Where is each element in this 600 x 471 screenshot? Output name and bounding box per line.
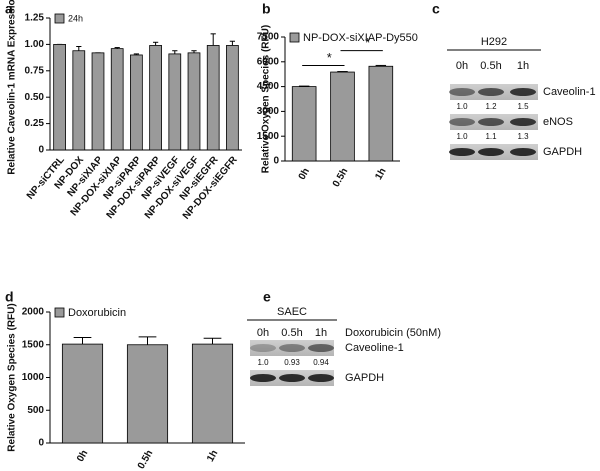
significance-label: * (365, 35, 370, 50)
blot-band (250, 344, 276, 352)
y-tick-label: 0 (38, 145, 44, 156)
bar (330, 71, 355, 162)
blot-band (279, 344, 305, 352)
legend-label: Doxorubicin (68, 307, 126, 319)
lane-label: 1h (517, 60, 529, 72)
panel-label: e (263, 289, 271, 305)
blot-band (478, 88, 504, 96)
quantification: 1.0 (456, 102, 468, 111)
panel-label: c (432, 1, 440, 17)
blot-band (279, 374, 305, 382)
quantification: 1.5 (517, 102, 529, 111)
bar (91, 52, 105, 151)
bar (187, 52, 201, 151)
bar (368, 65, 394, 162)
y-tick-label: 4500 (257, 81, 280, 92)
quantification: 0.94 (313, 358, 329, 367)
blot-band (449, 148, 475, 156)
bar (110, 48, 124, 151)
blot-band (250, 374, 276, 382)
bar (291, 86, 317, 162)
quantification: 1.3 (517, 132, 529, 141)
legend-swatch (54, 307, 65, 318)
x-tick-label: 1h (205, 448, 220, 464)
y-tick-label: 1500 (22, 339, 45, 350)
x-tick-label: 0h (297, 166, 312, 182)
x-tick-label: 0.5h (136, 448, 156, 471)
y-tick-label: 3000 (257, 106, 280, 117)
blot-title: H292 (481, 36, 507, 48)
legend-swatch (289, 32, 300, 43)
blot-band (449, 118, 475, 126)
y-tick-label: 1.25 (25, 13, 45, 24)
panel-label: b (262, 1, 271, 17)
blot-band (478, 118, 504, 126)
panel-label: d (5, 289, 14, 305)
bar (226, 45, 239, 151)
quantification: 1.0 (456, 132, 468, 141)
bar (191, 343, 234, 444)
bar (126, 344, 169, 444)
quantification: 0.93 (284, 358, 300, 367)
bar (61, 343, 104, 444)
y-tick-label: 0.50 (25, 92, 45, 103)
blot-strip (250, 340, 334, 356)
blot-band (308, 344, 334, 352)
y-tick-label: 2000 (22, 307, 45, 318)
y-tick-label: 1500 (257, 131, 280, 142)
y-axis-label: Relative Oxygen Species (RFU) (7, 303, 18, 451)
y-tick-label: 1000 (22, 372, 45, 383)
blot-band (510, 118, 536, 126)
bar (130, 54, 143, 151)
blot-band (478, 148, 504, 156)
quantification: 1.0 (257, 358, 269, 367)
y-tick-label: 500 (27, 405, 44, 416)
y-tick-label: 0 (273, 156, 279, 167)
x-tick-label: 0.5h (331, 166, 351, 189)
lane-label: 0.5h (281, 327, 302, 339)
x-tick-label: 1h (373, 166, 388, 182)
quantification: 1.1 (485, 132, 497, 141)
x-tick-label: 0h (75, 448, 90, 464)
y-tick-label: 0.25 (25, 118, 45, 129)
row-label: eNOS (543, 116, 573, 128)
lane-label: 0.5h (480, 60, 501, 72)
panel-label: a (5, 1, 13, 17)
blot-band (308, 374, 334, 382)
treatment-label: Doxorubicin (50nM) (345, 327, 441, 339)
y-axis-label: Relative Caveolin-1 mRNA Expression (7, 0, 18, 175)
legend-label: NP-DOX-siXIAP-Dy550 (303, 32, 418, 44)
row-label: GAPDH (345, 372, 384, 384)
row-label: GAPDH (543, 146, 582, 158)
blot-band (510, 88, 536, 96)
blot-band (449, 88, 475, 96)
y-tick-label: 0.75 (25, 65, 45, 76)
lane-label: 0h (257, 327, 269, 339)
blot-title: SAEC (277, 306, 307, 318)
significance-label: * (327, 50, 332, 65)
bar (206, 45, 220, 151)
bar (168, 53, 182, 151)
bar (72, 50, 86, 151)
row-label: Caveolin-1 (543, 86, 596, 98)
lane-label: 0h (456, 60, 468, 72)
y-tick-label: 6000 (257, 56, 280, 67)
y-tick-label: 1.00 (25, 39, 45, 50)
quantification: 1.2 (485, 102, 497, 111)
legend-label: 24h (68, 13, 83, 23)
blot-band (510, 148, 536, 156)
bar (53, 44, 66, 151)
y-axis-label: Relative Oxygen Species (RFU) (261, 25, 272, 173)
bar (149, 45, 162, 151)
y-tick-label: 0 (38, 438, 44, 449)
y-tick-label: 7500 (257, 32, 280, 43)
legend-swatch (54, 13, 65, 24)
lane-label: 1h (315, 327, 327, 339)
row-label: Caveoline-1 (345, 342, 404, 354)
